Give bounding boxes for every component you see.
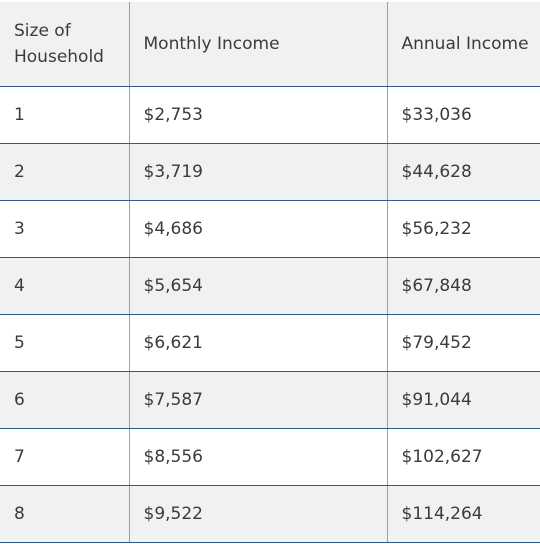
cell-monthly-income: $7,587 bbox=[129, 371, 388, 429]
table-row: 6 $7,587 $91,044 bbox=[0, 371, 540, 429]
table-body: 1 $2,753 $33,036 2 $3,719 $44,628 3 $4,6… bbox=[0, 86, 540, 543]
cell-household-size: 4 bbox=[0, 257, 130, 315]
cell-annual-income: $56,232 bbox=[387, 200, 540, 258]
table-row: 4 $5,654 $67,848 bbox=[0, 257, 540, 315]
cell-monthly-income: $8,556 bbox=[129, 428, 388, 486]
cell-annual-income: $79,452 bbox=[387, 314, 540, 372]
cell-annual-income: $91,044 bbox=[387, 371, 540, 429]
table-row: 8 $9,522 $114,264 bbox=[0, 485, 540, 543]
cell-household-size: 8 bbox=[0, 485, 130, 543]
table-row: 5 $6,621 $79,452 bbox=[0, 314, 540, 372]
cell-annual-income: $102,627 bbox=[387, 428, 540, 486]
cell-household-size: 2 bbox=[0, 143, 130, 201]
cell-household-size: 7 bbox=[0, 428, 130, 486]
cell-annual-income: $44,628 bbox=[387, 143, 540, 201]
cell-monthly-income: $6,621 bbox=[129, 314, 388, 372]
table-row: 3 $4,686 $56,232 bbox=[0, 200, 540, 258]
table-row: 1 $2,753 $33,036 bbox=[0, 86, 540, 144]
table-header: Size of Household Monthly Income Annual … bbox=[0, 2, 540, 87]
cell-household-size: 6 bbox=[0, 371, 130, 429]
cell-annual-income: $114,264 bbox=[387, 485, 540, 543]
header-monthly-income: Monthly Income bbox=[129, 2, 388, 87]
cell-monthly-income: $4,686 bbox=[129, 200, 388, 258]
cell-household-size: 1 bbox=[0, 86, 130, 144]
table-row: 2 $3,719 $44,628 bbox=[0, 143, 540, 201]
cell-monthly-income: $5,654 bbox=[129, 257, 388, 315]
header-row: Size of Household Monthly Income Annual … bbox=[0, 2, 540, 87]
cell-household-size: 3 bbox=[0, 200, 130, 258]
header-size-of-household: Size of Household bbox=[0, 2, 130, 87]
cell-monthly-income: $2,753 bbox=[129, 86, 388, 144]
cell-annual-income: $67,848 bbox=[387, 257, 540, 315]
cell-monthly-income: $9,522 bbox=[129, 485, 388, 543]
table-row: 7 $8,556 $102,627 bbox=[0, 428, 540, 486]
header-annual-income: Annual Income bbox=[387, 2, 540, 87]
cell-annual-income: $33,036 bbox=[387, 86, 540, 144]
cell-monthly-income: $3,719 bbox=[129, 143, 388, 201]
cell-household-size: 5 bbox=[0, 314, 130, 372]
